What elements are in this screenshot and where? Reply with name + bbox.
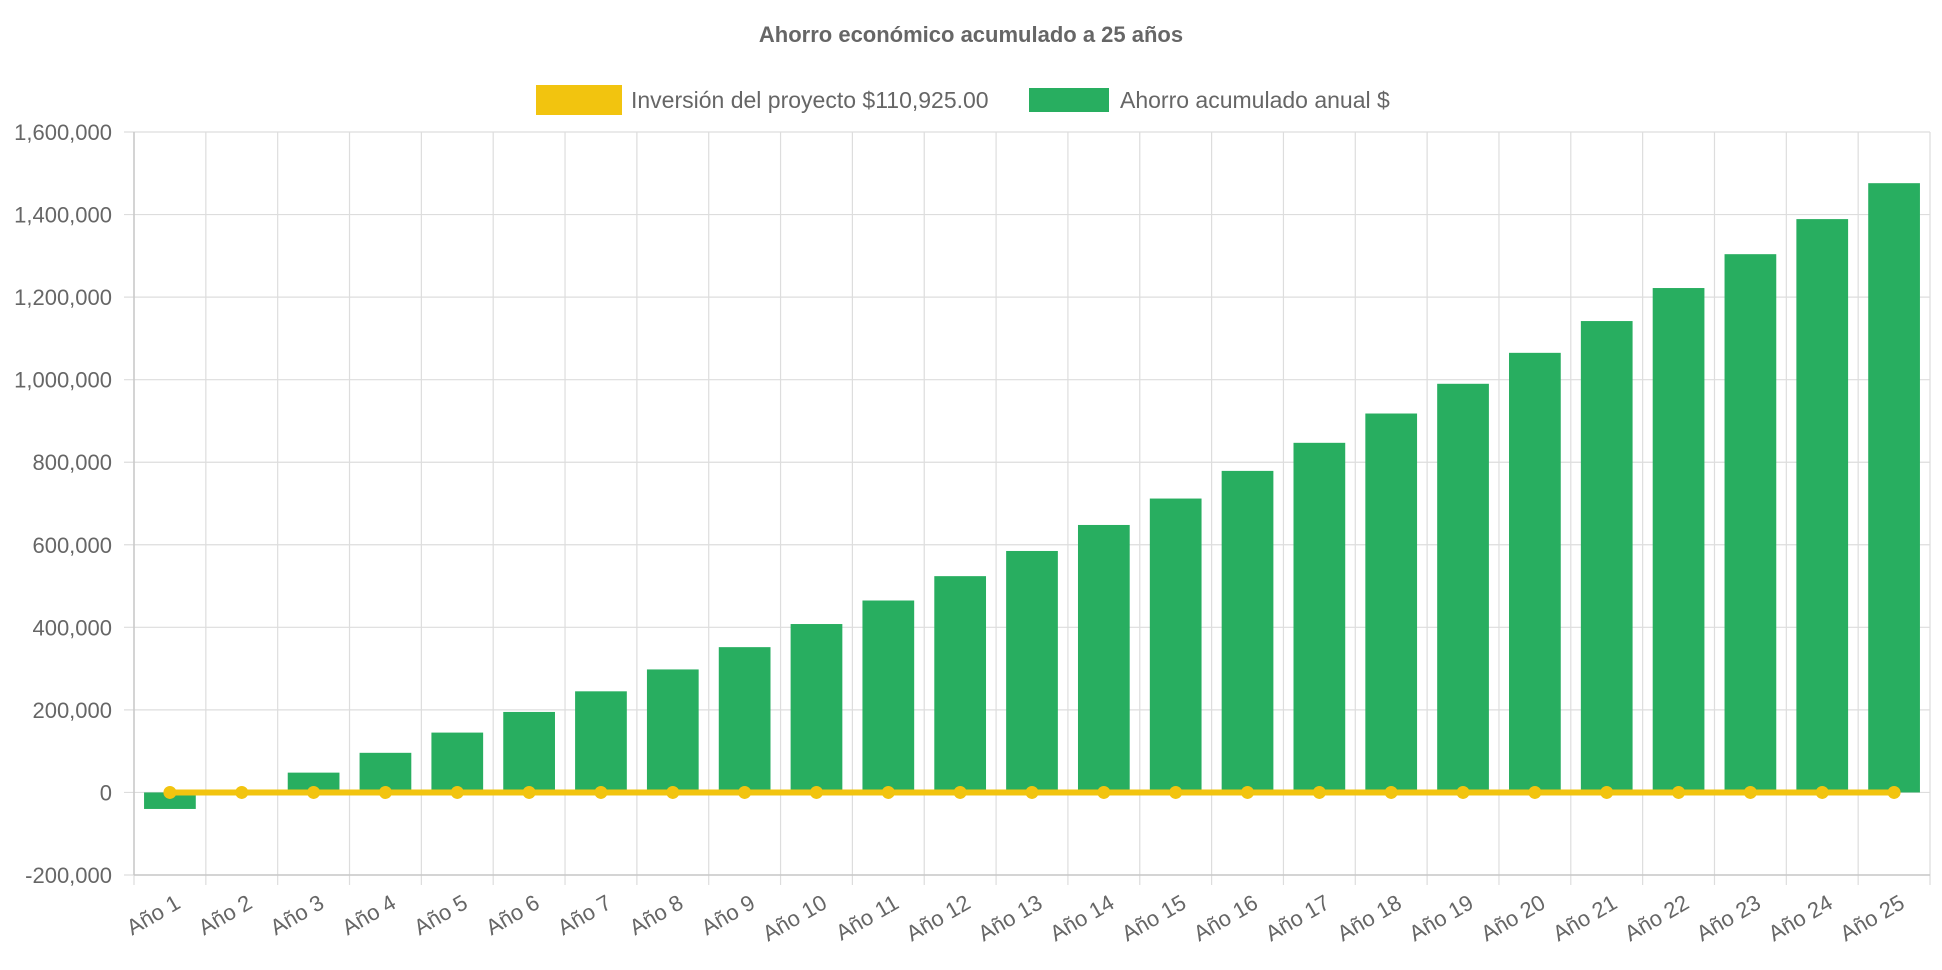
x-tick-label: Año 17 (1261, 890, 1334, 947)
bar (1077, 524, 1130, 793)
investment-point (450, 785, 464, 799)
investment-point (1815, 785, 1829, 799)
x-tick-label: Año 1 (122, 890, 184, 940)
bar (1868, 183, 1920, 793)
investment-point (1384, 785, 1398, 799)
bar (144, 792, 196, 809)
bar (1437, 383, 1489, 793)
x-tick-label: Año 6 (481, 890, 543, 940)
x-tick-label: Año 7 (553, 890, 615, 940)
x-tick-label: Año 22 (1620, 890, 1693, 947)
x-axis: Año 1 Año 2 Año 3 Año 4 Año 5 Año 6 Año 7 Año 8… (122, 890, 1908, 947)
investment-point (1456, 785, 1470, 799)
bar (359, 752, 412, 793)
investment-point (1887, 785, 1901, 799)
bar (718, 647, 771, 793)
y-tick-label: 1,000,000 (14, 368, 112, 393)
investment-point (738, 785, 752, 799)
investment-point (1528, 785, 1542, 799)
bar (1796, 219, 1849, 793)
investment-point (666, 785, 680, 799)
bar (1006, 550, 1058, 793)
legend: Inversión del proyecto $110,925.00 Ahorr… (536, 85, 1390, 115)
grid (124, 131, 1931, 885)
investment-point (1025, 785, 1039, 799)
bar (287, 772, 340, 793)
x-tick-label: Año 13 (974, 890, 1047, 947)
investment-point (1097, 785, 1111, 799)
investment-point (1169, 785, 1183, 799)
bar (503, 711, 555, 793)
investment-point (1743, 785, 1757, 799)
x-tick-label: Año 25 (1836, 890, 1909, 947)
bar (862, 600, 915, 793)
y-tick-label: 1,200,000 (14, 285, 112, 310)
legend-label-savings: Ahorro acumulado anual $ (1120, 87, 1390, 113)
y-tick-label: 1,400,000 (14, 203, 112, 228)
investment-point (307, 785, 321, 799)
x-tick-label: Año 2 (194, 890, 256, 940)
y-tick-label: 0 (100, 780, 112, 805)
investment-point (522, 785, 536, 799)
bars-savings (144, 183, 1920, 809)
y-axis: -200,000 0 200,000 400,000 600,000 800,000 1,0… (14, 120, 112, 888)
x-tick-label: Año 3 (266, 890, 328, 940)
y-tick-label: 600,000 (32, 533, 112, 558)
legend-swatch-investment (536, 85, 622, 115)
bar (934, 576, 987, 793)
investment-point (594, 785, 608, 799)
bar (790, 624, 843, 793)
bar (1293, 442, 1346, 793)
x-tick-label: Año 8 (625, 890, 687, 940)
x-tick-label: Año 12 (902, 890, 975, 947)
investment-point (1600, 785, 1614, 799)
x-tick-label: Año 20 (1476, 890, 1549, 947)
x-tick-label: Año 23 (1692, 890, 1765, 947)
x-tick-label: Año 10 (758, 890, 831, 947)
legend-swatch-savings (1029, 88, 1109, 112)
investment-point (378, 785, 392, 799)
x-tick-label: Año 9 (697, 890, 759, 940)
chart-title: Ahorro económico acumulado a 25 años (759, 22, 1183, 47)
x-tick-label: Año 11 (831, 890, 902, 946)
y-tick-label: 400,000 (32, 615, 112, 640)
bar (575, 691, 627, 793)
x-tick-label: Año 4 (338, 890, 400, 940)
x-tick-label: Año 14 (1045, 890, 1118, 947)
investment-point (953, 785, 967, 799)
bar (1580, 321, 1633, 793)
y-tick-label: 800,000 (32, 450, 112, 475)
investment-point (1312, 785, 1326, 799)
bar (1365, 413, 1418, 793)
legend-label-investment: Inversión del proyecto $110,925.00 (631, 87, 989, 113)
investment-point (163, 785, 177, 799)
x-tick-label: Año 16 (1189, 890, 1262, 947)
y-tick-label: 1,600,000 (14, 120, 112, 145)
line-investment (163, 785, 1901, 799)
bar (1724, 254, 1777, 793)
y-tick-label: 200,000 (32, 698, 112, 723)
bar (1509, 352, 1561, 793)
bar (431, 732, 484, 793)
bar (646, 669, 699, 793)
x-tick-label: Año 21 (1548, 890, 1621, 947)
x-tick-label: Año 15 (1117, 890, 1190, 947)
investment-point (1241, 785, 1255, 799)
y-tick-label: -200,000 (25, 863, 112, 888)
investment-point (881, 785, 895, 799)
investment-point (235, 785, 249, 799)
x-tick-label: Año 18 (1333, 890, 1406, 947)
x-tick-label: Año 19 (1405, 890, 1478, 947)
bar (1652, 288, 1705, 793)
x-tick-label: Año 5 (409, 890, 471, 940)
investment-point (1672, 785, 1686, 799)
investment-point (809, 785, 823, 799)
bar (1221, 470, 1274, 793)
x-tick-label: Año 24 (1764, 890, 1837, 947)
bar (1149, 498, 1202, 793)
